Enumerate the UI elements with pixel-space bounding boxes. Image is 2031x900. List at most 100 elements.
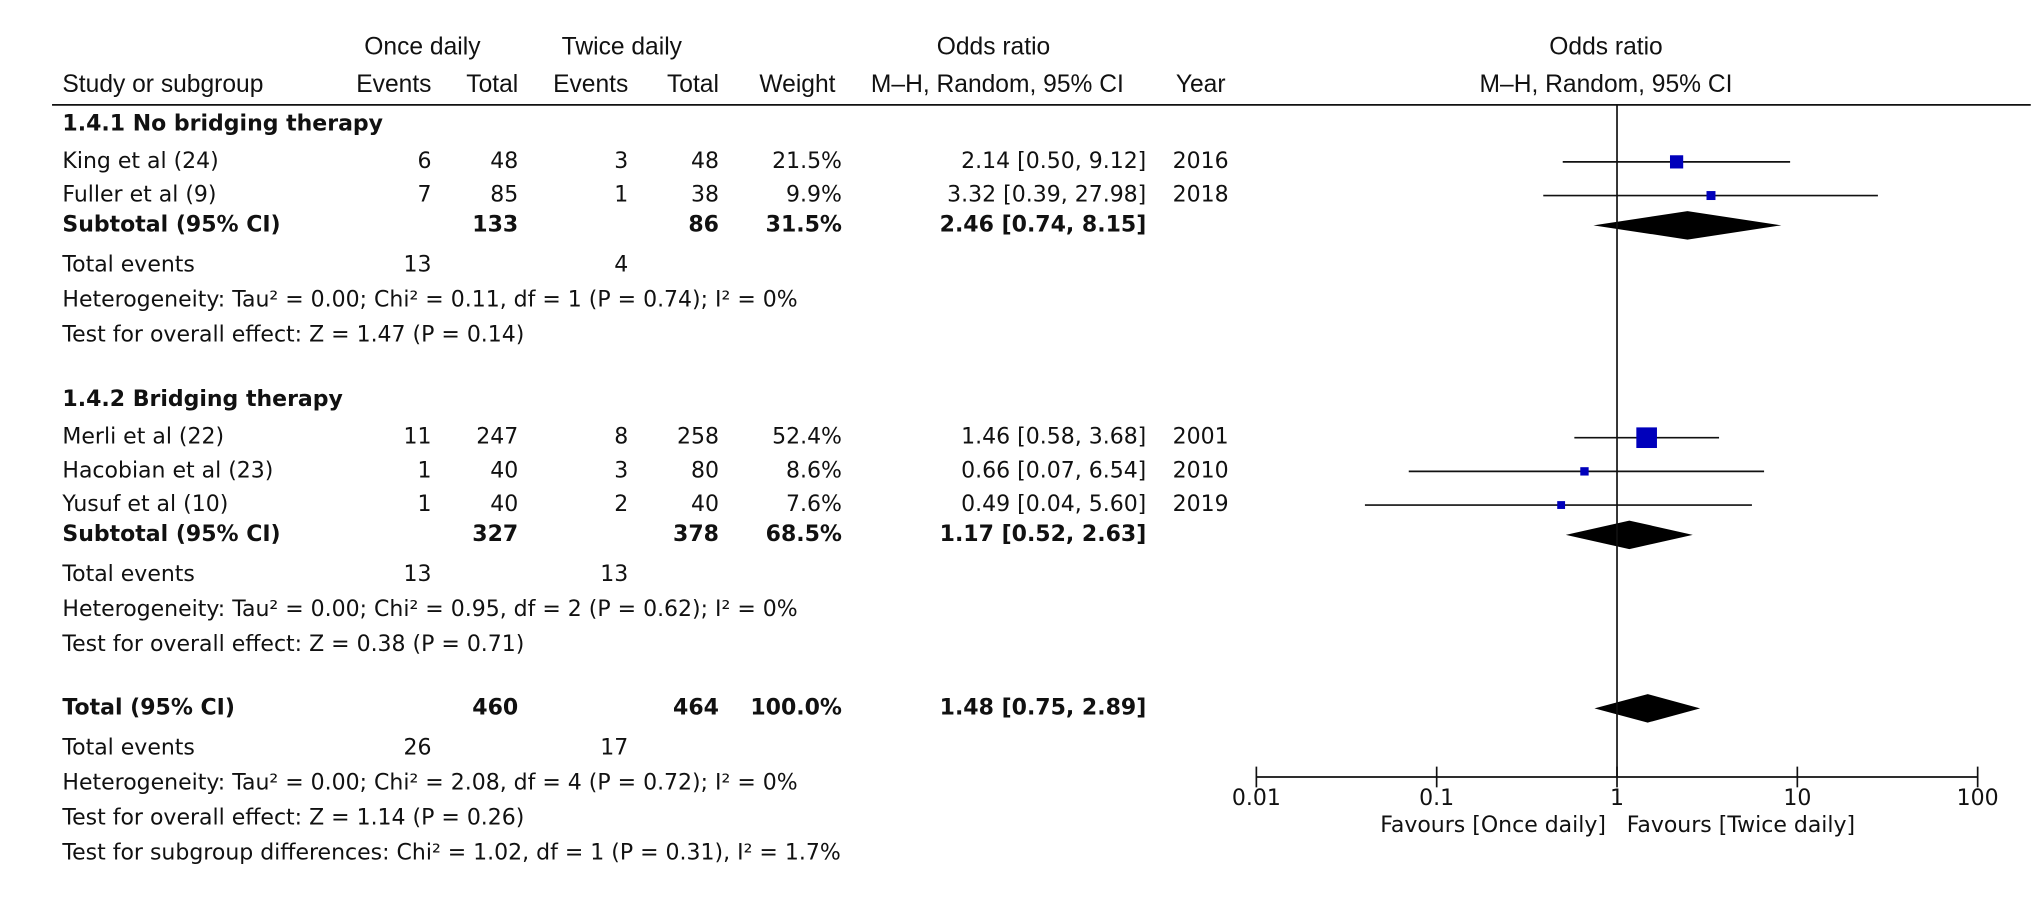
total-events: 17 xyxy=(600,735,628,760)
study-weight: 21.5% xyxy=(772,149,842,174)
x-tick-label: 0.1 xyxy=(1419,786,1454,811)
x-tick-label: 10 xyxy=(1783,786,1811,811)
study-events2: 1 xyxy=(614,183,628,208)
pooled-diamond xyxy=(1565,520,1693,550)
pooled-total: 86 xyxy=(688,212,719,237)
study-total2: 38 xyxy=(691,183,719,208)
note: Test for overall effect: Z = 0.38 (P = 0… xyxy=(61,632,524,657)
study-ci: 1.46 [0.58, 3.68] xyxy=(961,425,1146,450)
pooled-diamond xyxy=(1593,211,1782,240)
study-total1: 40 xyxy=(490,492,518,517)
subgroup-title: 1.4.2 Bridging therapy xyxy=(62,387,342,412)
note: Test for subgroup differences: Chi² = 1.… xyxy=(61,840,840,865)
study-year: 2019 xyxy=(1173,492,1229,517)
study-total1: 85 xyxy=(490,183,518,208)
column-header: Events xyxy=(356,71,431,98)
total-events: 13 xyxy=(600,562,628,587)
study-events2: 3 xyxy=(614,458,628,483)
study-total2: 40 xyxy=(691,492,719,517)
study-events1: 7 xyxy=(417,183,431,208)
pooled-diamond xyxy=(1594,694,1701,723)
note: Test for overall effect: Z = 1.14 (P = 0… xyxy=(61,805,524,830)
study-events1: 6 xyxy=(417,149,431,174)
column-header: Events xyxy=(553,71,628,98)
study-events1: 11 xyxy=(403,425,431,450)
study-total2: 258 xyxy=(677,425,719,450)
pooled-weight: 100.0% xyxy=(750,695,842,720)
study-marker xyxy=(1669,155,1684,169)
pooled-total: 327 xyxy=(472,522,518,547)
column-group: Twice daily xyxy=(562,33,683,60)
column-header: Weight xyxy=(759,71,835,98)
column-header: Total xyxy=(667,71,719,98)
study-events2: 8 xyxy=(614,425,628,450)
x-tick-label: 0.01 xyxy=(1232,786,1281,811)
study-name: Merli et al (22) xyxy=(62,425,224,450)
pooled-label: Subtotal (95% CI) xyxy=(62,522,280,547)
pooled-weight: 68.5% xyxy=(766,522,842,547)
study-name: Hacobian et al (23) xyxy=(62,458,273,483)
x-tick-label: 100 xyxy=(1957,786,1999,811)
study-total1: 48 xyxy=(490,149,518,174)
study-name: Fuller et al (9) xyxy=(62,183,216,208)
plot-title: Odds ratio xyxy=(1549,33,1662,60)
study-marker xyxy=(1636,427,1657,449)
note: Heterogeneity: Tau² = 0.00; Chi² = 0.11,… xyxy=(62,287,797,312)
study-events1: 1 xyxy=(417,492,431,517)
pooled-label: Total (95% CI) xyxy=(62,695,235,720)
pooled-total: 460 xyxy=(472,695,518,720)
study-year: 2016 xyxy=(1173,149,1229,174)
study-year: 2010 xyxy=(1173,458,1229,483)
x-label: Favours [Once daily] xyxy=(1380,813,1606,838)
column-header: Year xyxy=(1176,71,1226,98)
study-events2: 3 xyxy=(614,149,628,174)
x-tick-label: 1 xyxy=(1610,786,1624,811)
study-weight: 8.6% xyxy=(786,458,842,483)
study-year: 2001 xyxy=(1173,425,1229,450)
study-total2: 48 xyxy=(691,149,719,174)
study-name: King et al (24) xyxy=(62,149,218,174)
study-name: Yusuf et al (10) xyxy=(61,492,228,517)
study-weight: 52.4% xyxy=(772,425,842,450)
pooled-ci: 1.17 [0.52, 2.63] xyxy=(940,522,1147,547)
pooled-total: 133 xyxy=(472,212,518,237)
study-ci: 0.49 [0.04, 5.60] xyxy=(961,492,1146,517)
pooled-total: 464 xyxy=(673,695,719,720)
pooled-label: Subtotal (95% CI) xyxy=(62,212,280,237)
total-events-label: Total events xyxy=(61,735,195,760)
column-header: M–H, Random, 95% CI xyxy=(871,71,1124,98)
pooled-ci: 1.48 [0.75, 2.89] xyxy=(940,695,1147,720)
total-events-label: Total events xyxy=(61,562,195,587)
study-weight: 7.6% xyxy=(786,492,842,517)
note: Heterogeneity: Tau² = 0.00; Chi² = 2.08,… xyxy=(62,770,797,795)
study-events2: 2 xyxy=(614,492,628,517)
total-events: 26 xyxy=(403,735,431,760)
study-year: 2018 xyxy=(1173,183,1229,208)
study-events1: 1 xyxy=(417,458,431,483)
study-marker xyxy=(1706,191,1716,201)
pooled-total: 378 xyxy=(673,522,719,547)
pooled-weight: 31.5% xyxy=(766,212,842,237)
study-total1: 40 xyxy=(490,458,518,483)
study-ci: 2.14 [0.50, 9.12] xyxy=(961,149,1146,174)
study-total1: 247 xyxy=(476,425,518,450)
column-header: Total xyxy=(466,71,518,98)
plot-subtitle: M–H, Random, 95% CI xyxy=(1480,71,1733,98)
total-events: 13 xyxy=(403,562,431,587)
study-total2: 80 xyxy=(691,458,719,483)
column-header: Study or subgroup xyxy=(62,71,263,98)
note: Test for overall effect: Z = 1.47 (P = 0… xyxy=(61,322,524,347)
column-group: Once daily xyxy=(364,33,481,60)
pooled-ci: 2.46 [0.74, 8.15] xyxy=(940,212,1147,237)
subgroup-title: 1.4.1 No bridging therapy xyxy=(62,111,383,136)
study-ci: 3.32 [0.39, 27.98] xyxy=(947,183,1146,208)
total-events: 13 xyxy=(403,252,431,277)
x-label: Favours [Twice daily] xyxy=(1627,813,1855,838)
study-ci: 0.66 [0.07, 6.54] xyxy=(961,458,1146,483)
total-events: 4 xyxy=(614,252,628,277)
total-events-label: Total events xyxy=(61,252,195,277)
note: Heterogeneity: Tau² = 0.00; Chi² = 0.95,… xyxy=(62,597,797,622)
study-marker xyxy=(1557,501,1566,509)
